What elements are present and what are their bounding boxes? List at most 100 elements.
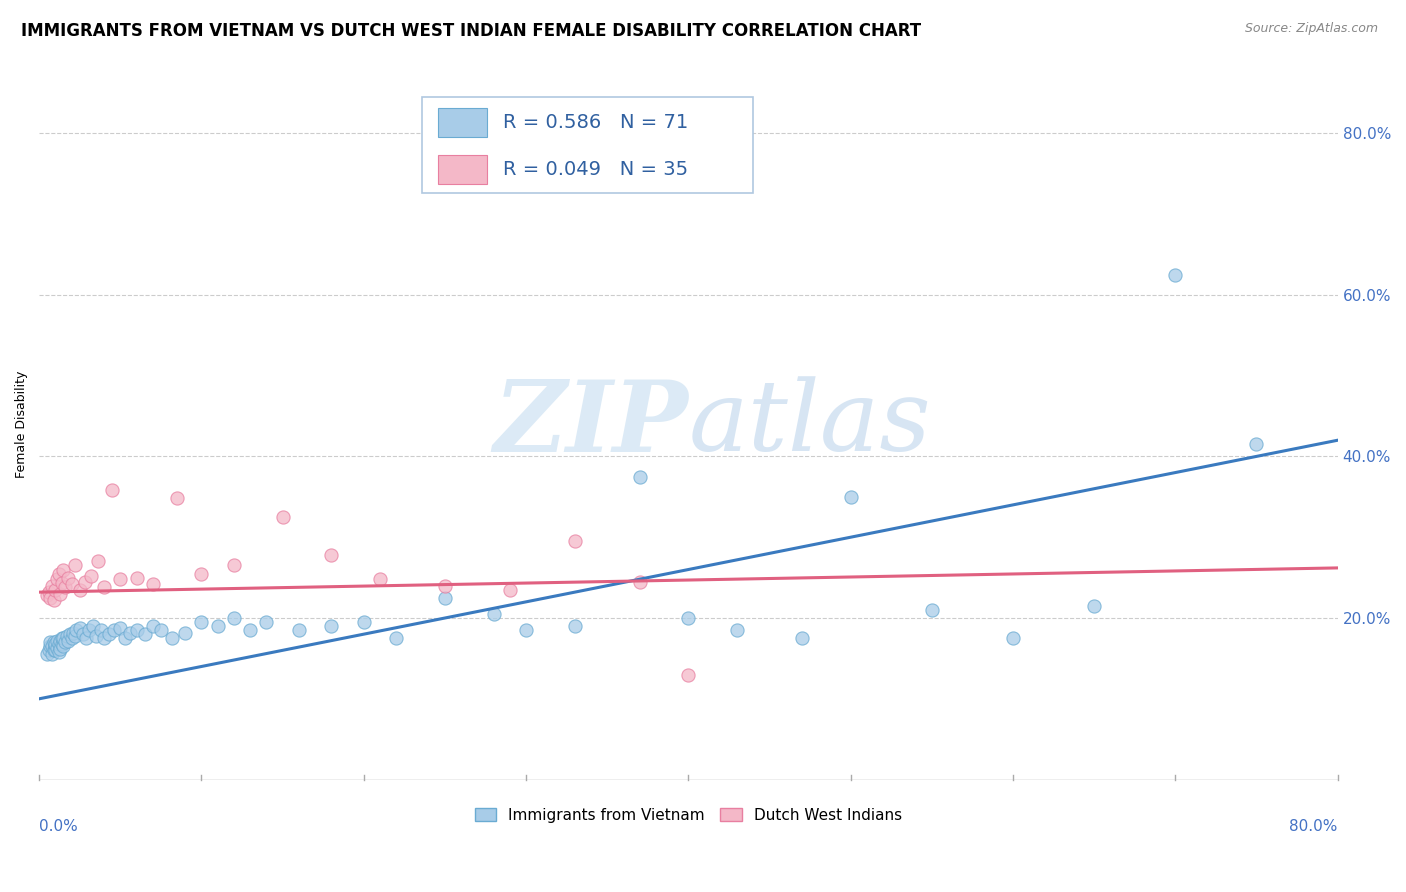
Point [118,625,141,640]
Text: R = 0.049   N = 35: R = 0.049 N = 35 [503,160,688,179]
Text: atlas: atlas [689,376,931,472]
Point [48,566,70,581]
Point [48,645,70,659]
Point [166,491,188,506]
Point [51,637,73,651]
Point [433,579,456,593]
Text: R = 0.586   N = 71: R = 0.586 N = 71 [503,113,688,132]
Point [725,623,748,637]
Y-axis label: Female Disability: Female Disability [15,370,28,478]
Point [114,631,136,645]
Point [222,558,245,573]
Point [142,619,165,633]
Point [321,548,343,562]
Point [53,635,76,649]
Point [90,623,112,637]
Point [69,582,91,597]
Point [41,640,63,654]
Point [80,569,103,583]
Point [42,635,65,649]
Point [1246,437,1268,451]
Point [49,641,72,656]
Text: Source: ZipAtlas.com: Source: ZipAtlas.com [1244,22,1378,36]
Point [82,619,104,633]
Point [239,623,262,637]
Point [174,625,197,640]
Point [63,629,86,643]
Point [65,623,87,637]
Point [160,631,183,645]
Point [499,582,522,597]
Point [84,629,107,643]
Point [321,619,343,633]
Point [42,593,65,607]
Point [72,627,94,641]
Point [110,621,132,635]
Point [433,591,456,605]
Point [46,640,69,655]
Point [271,510,294,524]
Point [125,571,148,585]
Point [368,572,391,586]
Point [839,490,862,504]
Point [63,558,86,573]
Point [190,566,212,581]
Point [62,625,84,640]
Point [790,631,813,645]
Point [678,611,700,625]
Point [101,483,124,498]
Point [1164,268,1187,282]
Point [39,640,62,654]
Point [134,627,156,641]
Point [628,469,651,483]
Point [678,667,700,681]
Point [564,534,586,549]
Point [93,580,115,594]
Point [60,631,83,645]
Text: 80.0%: 80.0% [1289,819,1337,834]
Point [1083,599,1105,613]
Bar [437,154,486,185]
Point [515,623,537,637]
Text: ZIP: ZIP [494,376,689,473]
Point [190,615,212,629]
Point [39,591,62,605]
Point [149,623,172,637]
Point [41,648,63,662]
Point [69,621,91,635]
Point [49,587,72,601]
Point [59,627,82,641]
Text: IMMIGRANTS FROM VIETNAM VS DUTCH WEST INDIAN FEMALE DISABILITY CORRELATION CHART: IMMIGRANTS FROM VIETNAM VS DUTCH WEST IN… [21,22,921,40]
Point [53,580,76,594]
Point [86,554,108,568]
Point [73,574,96,589]
Point [39,635,62,649]
Point [1001,631,1024,645]
Point [52,631,75,645]
Point [58,571,80,585]
Point [222,611,245,625]
Point [51,631,73,645]
Point [46,633,69,648]
Point [51,576,73,591]
Point [42,643,65,657]
Point [58,633,80,648]
Point [353,615,375,629]
Point [46,572,69,586]
Point [37,588,59,602]
Point [254,615,277,629]
Point [75,631,97,645]
Bar [437,108,486,137]
Point [44,637,66,651]
Point [44,643,66,657]
Point [52,640,75,654]
Point [55,629,77,643]
Point [41,579,63,593]
Point [49,633,72,648]
Point [37,648,59,662]
Point [103,623,125,637]
Point [48,637,70,651]
Point [288,623,311,637]
FancyBboxPatch shape [422,97,754,193]
Point [79,623,101,637]
